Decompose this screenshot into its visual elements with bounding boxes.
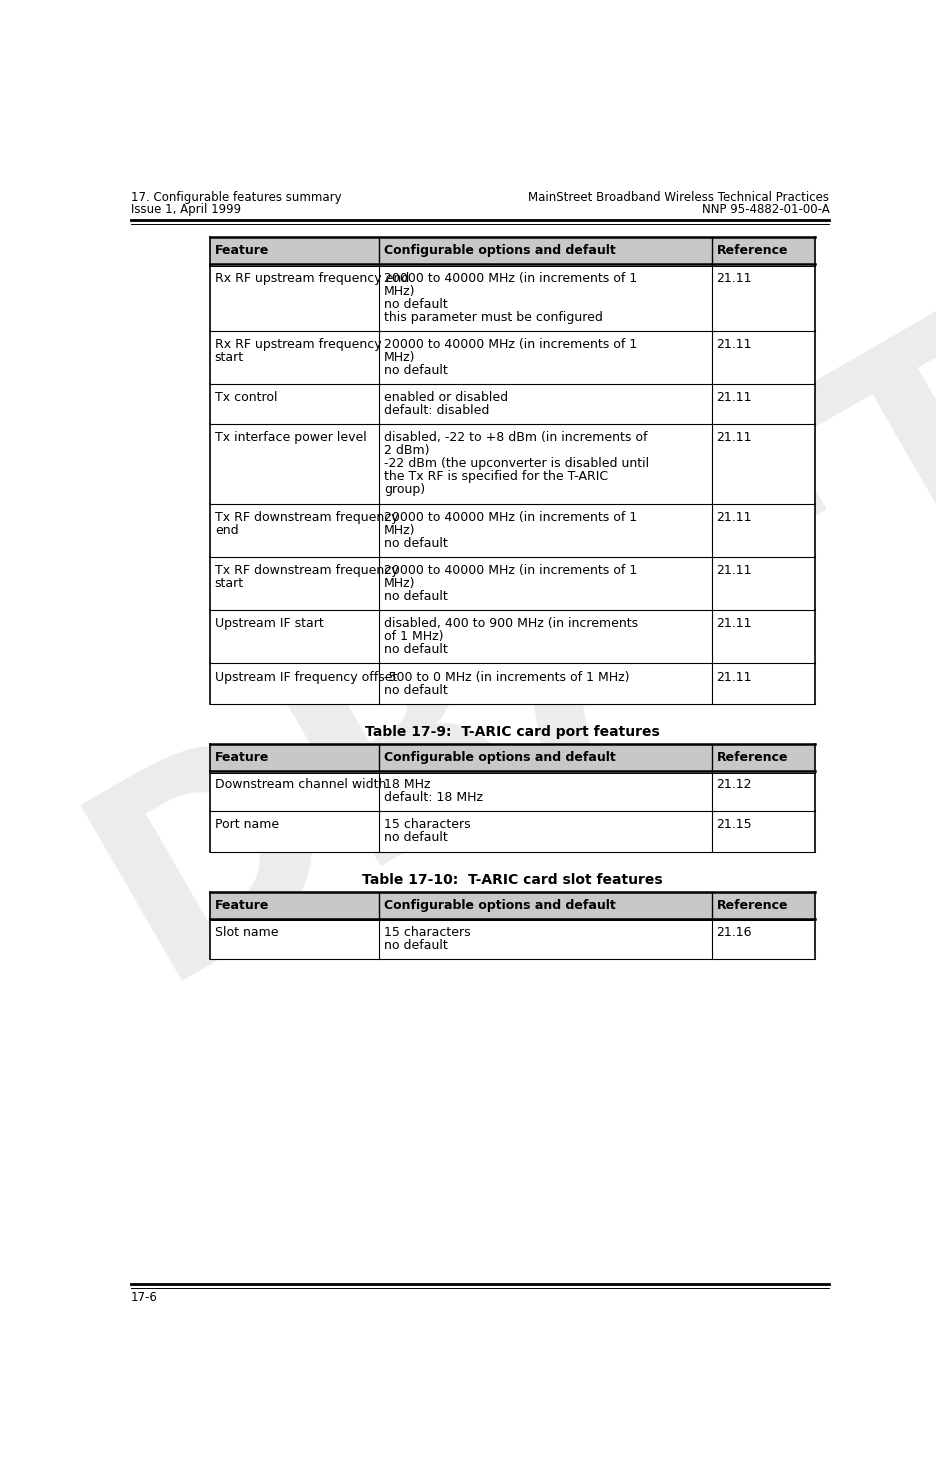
Text: default: 18 MHz: default: 18 MHz [384,791,483,804]
Text: no default: no default [384,590,447,604]
Text: start: start [214,577,243,590]
Text: Upstream IF frequency offset: Upstream IF frequency offset [214,670,397,683]
Text: this parameter must be configured: this parameter must be configured [384,310,602,323]
Text: no default: no default [384,683,447,697]
Text: 18 MHz: 18 MHz [384,778,430,791]
Text: 20000 to 40000 MHz (in increments of 1: 20000 to 40000 MHz (in increments of 1 [384,511,636,524]
Text: MHz): MHz) [384,577,415,590]
Text: 20000 to 40000 MHz (in increments of 1: 20000 to 40000 MHz (in increments of 1 [384,272,636,285]
Text: Configurable options and default: Configurable options and default [384,245,615,257]
Text: Reference: Reference [716,245,787,257]
Text: 17. Configurable features summary: 17. Configurable features summary [131,190,342,204]
Text: Port name: Port name [214,818,279,831]
Text: Table 17-9:  T-ARIC card port features: Table 17-9: T-ARIC card port features [365,725,659,739]
Text: no default: no default [384,831,447,844]
Text: NNP 95-4882-01-00-A: NNP 95-4882-01-00-A [701,204,828,217]
Text: MHz): MHz) [384,285,415,298]
Text: the Tx RF is specified for the T-ARIC: the Tx RF is specified for the T-ARIC [384,471,607,484]
Bar [210,384,813,424]
Text: 21.11: 21.11 [716,670,752,683]
Text: -22 dBm (the upconverter is disabled until: -22 dBm (the upconverter is disabled unt… [384,458,649,471]
Text: Rx RF upstream frequency end: Rx RF upstream frequency end [214,272,409,285]
Text: disabled, 400 to 900 MHz (in increments: disabled, 400 to 900 MHz (in increments [384,617,637,630]
Bar [210,238,813,264]
Text: Configurable options and default: Configurable options and default [384,751,615,765]
Text: DRAFT: DRAFT [50,277,936,1032]
Text: 20000 to 40000 MHz (in increments of 1: 20000 to 40000 MHz (in increments of 1 [384,338,636,351]
Text: Upstream IF start: Upstream IF start [214,617,323,630]
Text: 21.11: 21.11 [716,564,752,577]
Text: MHz): MHz) [384,524,415,537]
Text: 21.11: 21.11 [716,431,752,444]
Bar [210,556,813,610]
Text: -500 to 0 MHz (in increments of 1 MHz): -500 to 0 MHz (in increments of 1 MHz) [384,670,629,683]
Text: Slot name: Slot name [214,925,278,939]
Text: end: end [214,524,238,537]
Text: 21.11: 21.11 [716,338,752,351]
Bar [210,503,813,556]
Bar [210,424,813,503]
Text: no default: no default [384,644,447,657]
Bar [210,331,813,384]
Text: Tx control: Tx control [214,391,277,404]
Bar [210,892,813,920]
Bar [210,770,813,812]
Text: no default: no default [384,365,447,376]
Text: 21.16: 21.16 [716,925,752,939]
Text: group): group) [384,484,425,496]
Text: start: start [214,351,243,365]
Text: Rx RF upstream frequency: Rx RF upstream frequency [214,338,381,351]
Text: Reference: Reference [716,751,787,765]
Text: Downstream channel width: Downstream channel width [214,778,386,791]
Text: 21.11: 21.11 [716,511,752,524]
Bar [210,812,813,852]
Text: Tx interface power level: Tx interface power level [214,431,366,444]
Text: 21.12: 21.12 [716,778,752,791]
Bar [210,920,813,959]
Text: 21.11: 21.11 [716,272,752,285]
Text: Feature: Feature [214,245,269,257]
Text: Feature: Feature [214,751,269,765]
Text: MainStreet Broadband Wireless Technical Practices: MainStreet Broadband Wireless Technical … [528,190,828,204]
Text: enabled or disabled: enabled or disabled [384,391,507,404]
Text: Tx RF downstream frequency: Tx RF downstream frequency [214,511,398,524]
Text: 15 characters: 15 characters [384,818,470,831]
Text: 2 dBm): 2 dBm) [384,444,429,458]
Text: Tx RF downstream frequency: Tx RF downstream frequency [214,564,398,577]
Text: Configurable options and default: Configurable options and default [384,899,615,912]
Text: Reference: Reference [716,899,787,912]
Text: disabled, -22 to +8 dBm (in increments of: disabled, -22 to +8 dBm (in increments o… [384,431,647,444]
Text: Issue 1, April 1999: Issue 1, April 1999 [131,204,241,217]
Bar [210,610,813,663]
Text: Table 17-10:  T-ARIC card slot features: Table 17-10: T-ARIC card slot features [361,874,662,887]
Text: 21.11: 21.11 [716,617,752,630]
Bar [210,663,813,704]
Text: no default: no default [384,298,447,310]
Text: no default: no default [384,537,447,549]
Bar [210,744,813,770]
Text: 15 characters: 15 characters [384,925,470,939]
Text: 21.15: 21.15 [716,818,752,831]
Text: MHz): MHz) [384,351,415,365]
Text: default: disabled: default: disabled [384,404,489,418]
Bar [210,264,813,331]
Text: no default: no default [384,939,447,952]
Text: Feature: Feature [214,899,269,912]
Text: 21.11: 21.11 [716,391,752,404]
Text: 20000 to 40000 MHz (in increments of 1: 20000 to 40000 MHz (in increments of 1 [384,564,636,577]
Text: 17-6: 17-6 [131,1292,158,1305]
Text: of 1 MHz): of 1 MHz) [384,630,443,644]
